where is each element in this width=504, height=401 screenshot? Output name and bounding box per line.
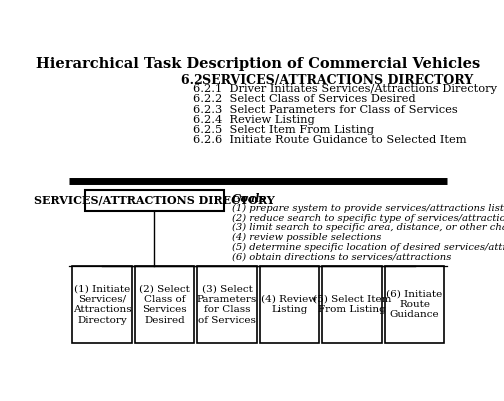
Text: (4) Review
Listing: (4) Review Listing — [262, 295, 318, 314]
FancyBboxPatch shape — [385, 266, 445, 343]
Text: (1) Initiate
Services/
Attractions
Directory: (1) Initiate Services/ Attractions Direc… — [73, 284, 132, 325]
Text: (5) Select Item
From Listing: (5) Select Item From Listing — [313, 295, 391, 314]
Text: 6.2.1  Driver Initiates Services/Attractions Directory: 6.2.1 Driver Initiates Services/Attracti… — [193, 84, 497, 94]
Text: (2) reduce search to specific type of services/attractions wanted: (2) reduce search to specific type of se… — [232, 213, 504, 223]
Text: 6.2: 6.2 — [181, 73, 211, 87]
FancyBboxPatch shape — [260, 266, 319, 343]
Text: Goals: Goals — [232, 193, 267, 204]
Text: 6.2.5  Select Item From Listing: 6.2.5 Select Item From Listing — [193, 125, 374, 135]
FancyBboxPatch shape — [72, 266, 132, 343]
Text: (3) Select
Parameters
for Class
of Services: (3) Select Parameters for Class of Servi… — [197, 284, 257, 325]
Text: 6.2.2  Select Class of Services Desired: 6.2.2 Select Class of Services Desired — [193, 95, 416, 105]
Text: SERVICES/ATTRACTIONS DIRECTORY: SERVICES/ATTRACTIONS DIRECTORY — [34, 195, 275, 206]
FancyBboxPatch shape — [323, 266, 382, 343]
Text: Hierarchical Task Description of Commercial Vehicles: Hierarchical Task Description of Commerc… — [36, 57, 480, 71]
FancyBboxPatch shape — [135, 266, 194, 343]
Text: 6.2.6  Initiate Route Guidance to Selected Item: 6.2.6 Initiate Route Guidance to Selecte… — [193, 135, 467, 145]
Text: (4) review possible selections: (4) review possible selections — [232, 233, 382, 242]
Text: SERVICES/ATTRACTIONS DIRECTORY: SERVICES/ATTRACTIONS DIRECTORY — [203, 73, 474, 87]
Text: (1) prepare system to provide services/attractions listing: (1) prepare system to provide services/a… — [232, 204, 504, 213]
FancyBboxPatch shape — [85, 190, 224, 211]
Text: (5) determine specific location of desired services/attractions: (5) determine specific location of desir… — [232, 243, 504, 252]
Text: 6.2.4  Review Listing: 6.2.4 Review Listing — [193, 115, 315, 125]
Text: (6) obtain directions to services/attractions: (6) obtain directions to services/attrac… — [232, 253, 451, 262]
Text: (6) Initiate
Route
Guidance: (6) Initiate Route Guidance — [387, 290, 443, 320]
Text: (3) limit search to specific area, distance, or other characteristic: (3) limit search to specific area, dista… — [232, 223, 504, 233]
Text: (2) Select
Class of
Services
Desired: (2) Select Class of Services Desired — [139, 284, 190, 325]
FancyBboxPatch shape — [198, 266, 257, 343]
Text: 6.2.3  Select Parameters for Class of Services: 6.2.3 Select Parameters for Class of Ser… — [193, 105, 458, 115]
